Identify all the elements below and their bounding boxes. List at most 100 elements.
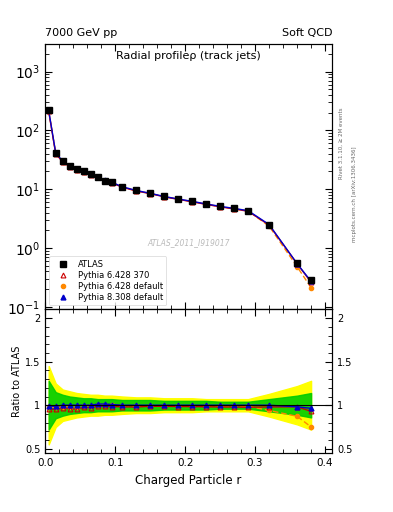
- Pythia 6.428 370: [102, 178, 107, 184]
- Text: ATLAS_2011_I919017: ATLAS_2011_I919017: [147, 239, 230, 247]
- ATLAS: [246, 207, 250, 214]
- Pythia 6.428 370: [61, 159, 65, 165]
- Pythia 6.428 370: [88, 172, 93, 178]
- Pythia 8.308 default: [232, 205, 237, 211]
- ATLAS: [95, 174, 100, 180]
- Pythia 8.308 default: [134, 187, 138, 194]
- Pythia 8.308 default: [120, 184, 125, 190]
- Pythia 6.428 default: [204, 201, 209, 207]
- Pythia 6.428 default: [109, 179, 114, 185]
- ATLAS: [102, 178, 107, 184]
- Pythia 6.428 default: [267, 223, 272, 229]
- Pythia 6.428 370: [218, 204, 222, 210]
- Pythia 6.428 default: [218, 203, 222, 209]
- Pythia 6.428 370: [95, 175, 100, 181]
- Pythia 6.428 default: [102, 178, 107, 184]
- Line: Pythia 8.308 default: Pythia 8.308 default: [46, 108, 314, 284]
- Pythia 6.428 370: [295, 261, 299, 267]
- ATLAS: [74, 166, 79, 172]
- Pythia 6.428 370: [246, 208, 250, 215]
- Pythia 6.428 370: [232, 206, 237, 212]
- Pythia 8.308 default: [109, 179, 114, 185]
- Y-axis label: Ratio to ATLAS: Ratio to ATLAS: [12, 346, 22, 417]
- Pythia 6.428 default: [190, 199, 195, 205]
- Pythia 6.428 370: [120, 184, 125, 190]
- Text: mcplots.cern.ch [arXiv:1306.3436]: mcplots.cern.ch [arXiv:1306.3436]: [352, 147, 357, 242]
- Pythia 6.428 default: [120, 184, 125, 190]
- Pythia 8.308 default: [176, 196, 180, 202]
- Pythia 6.428 default: [74, 166, 79, 173]
- ATLAS: [232, 205, 237, 211]
- ATLAS: [309, 278, 314, 284]
- ATLAS: [88, 171, 93, 177]
- Pythia 6.428 default: [134, 187, 138, 194]
- Pythia 6.428 370: [190, 199, 195, 205]
- Pythia 6.428 default: [61, 158, 65, 164]
- Pythia 6.428 default: [95, 174, 100, 180]
- Pythia 6.428 370: [109, 180, 114, 186]
- Pythia 8.308 default: [246, 207, 250, 214]
- ATLAS: [148, 190, 152, 197]
- Line: Pythia 6.428 370: Pythia 6.428 370: [46, 109, 314, 285]
- Pythia 6.428 370: [53, 151, 58, 157]
- Pythia 8.308 default: [61, 158, 65, 164]
- Text: Rivet 3.1.10, ≥ 2M events: Rivet 3.1.10, ≥ 2M events: [339, 108, 344, 179]
- Pythia 6.428 default: [295, 264, 299, 270]
- ATLAS: [134, 187, 138, 194]
- Pythia 6.428 370: [162, 194, 167, 200]
- Pythia 6.428 370: [176, 196, 180, 202]
- Pythia 6.428 370: [81, 169, 86, 175]
- Line: Pythia 6.428 default: Pythia 6.428 default: [47, 109, 313, 290]
- ATLAS: [176, 196, 180, 202]
- Pythia 8.308 default: [95, 174, 100, 180]
- Pythia 8.308 default: [53, 150, 58, 156]
- ATLAS: [46, 107, 51, 113]
- Pythia 6.428 default: [53, 150, 58, 156]
- ATLAS: [267, 222, 272, 228]
- ATLAS: [61, 158, 65, 164]
- ATLAS: [218, 203, 222, 209]
- Pythia 6.428 default: [81, 168, 86, 175]
- Pythia 8.308 default: [204, 201, 209, 207]
- X-axis label: Charged Particle r: Charged Particle r: [136, 474, 242, 486]
- Pythia 6.428 370: [134, 188, 138, 194]
- Text: 7000 GeV pp: 7000 GeV pp: [45, 28, 118, 38]
- Pythia 6.428 370: [74, 167, 79, 173]
- ATLAS: [53, 150, 58, 156]
- Pythia 8.308 default: [67, 163, 72, 169]
- ATLAS: [81, 168, 86, 175]
- Pythia 6.428 default: [176, 196, 180, 202]
- Pythia 6.428 default: [46, 108, 51, 114]
- Pythia 8.308 default: [218, 203, 222, 209]
- Pythia 8.308 default: [74, 166, 79, 172]
- ATLAS: [162, 194, 167, 200]
- ATLAS: [295, 260, 299, 266]
- Pythia 6.428 370: [46, 109, 51, 115]
- Pythia 6.428 default: [88, 172, 93, 178]
- ATLAS: [190, 198, 195, 204]
- Pythia 8.308 default: [81, 168, 86, 175]
- Line: ATLAS: ATLAS: [46, 108, 314, 283]
- Legend: ATLAS, Pythia 6.428 370, Pythia 6.428 default, Pythia 8.308 default: ATLAS, Pythia 6.428 370, Pythia 6.428 de…: [50, 257, 166, 305]
- ATLAS: [67, 163, 72, 169]
- Pythia 6.428 370: [67, 164, 72, 170]
- ATLAS: [204, 201, 209, 207]
- ATLAS: [109, 179, 114, 185]
- Pythia 6.428 default: [148, 190, 152, 197]
- Pythia 8.308 default: [88, 171, 93, 177]
- Pythia 6.428 default: [246, 208, 250, 214]
- Pythia 8.308 default: [148, 190, 152, 197]
- Pythia 6.428 370: [267, 222, 272, 228]
- Pythia 8.308 default: [102, 177, 107, 183]
- Pythia 8.308 default: [267, 222, 272, 228]
- Pythia 8.308 default: [295, 261, 299, 267]
- Pythia 6.428 370: [309, 279, 314, 285]
- Pythia 6.428 default: [309, 285, 314, 291]
- Pythia 6.428 370: [148, 190, 152, 197]
- Pythia 6.428 default: [67, 163, 72, 169]
- Pythia 6.428 370: [204, 201, 209, 207]
- Pythia 6.428 default: [232, 206, 237, 212]
- Pythia 8.308 default: [46, 108, 51, 114]
- ATLAS: [120, 184, 125, 190]
- Pythia 8.308 default: [190, 198, 195, 204]
